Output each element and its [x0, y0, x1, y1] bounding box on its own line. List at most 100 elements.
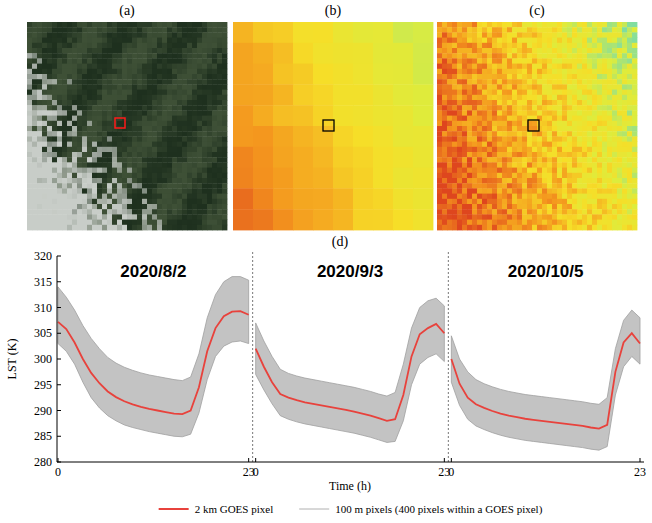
image-cell	[27, 162, 32, 168]
image-cell	[132, 110, 137, 116]
image-cell	[152, 157, 157, 163]
image-cell	[192, 95, 197, 101]
image-cell	[92, 58, 97, 64]
image-cell	[127, 69, 132, 75]
image-cell	[52, 38, 57, 44]
image-cell	[162, 136, 167, 142]
image-cell	[177, 84, 182, 90]
image-cell	[467, 131, 472, 137]
image-cell	[152, 22, 157, 28]
image-cell	[313, 22, 333, 43]
image-cell	[107, 204, 112, 210]
image-cell	[467, 194, 472, 200]
image-cell	[142, 162, 147, 168]
image-cell	[462, 220, 467, 226]
image-cell	[117, 188, 122, 194]
image-cell	[172, 27, 177, 33]
image-cell	[67, 136, 72, 142]
image-cell	[132, 90, 137, 96]
image-cell	[62, 43, 67, 49]
image-cell	[142, 204, 147, 210]
image-cell	[82, 69, 87, 75]
image-cell	[207, 142, 212, 148]
image-cell	[167, 147, 172, 153]
image-cell	[192, 173, 197, 179]
image-cell	[92, 38, 97, 44]
image-cell	[187, 105, 192, 111]
image-cell	[157, 178, 162, 184]
image-cell	[27, 142, 32, 148]
image-cell	[117, 53, 122, 59]
image-cell	[462, 43, 467, 49]
image-cell	[127, 53, 132, 59]
image-cell	[182, 43, 187, 49]
image-cell	[87, 188, 92, 194]
image-cell	[72, 204, 77, 210]
image-cell	[393, 126, 413, 147]
image-cell	[207, 204, 212, 210]
image-cell	[92, 194, 97, 200]
image-cell	[107, 22, 112, 28]
image-cell	[87, 74, 92, 80]
image-cell	[137, 225, 142, 231]
image-cell	[137, 32, 142, 38]
image-cell	[333, 22, 353, 43]
image-cell	[467, 22, 472, 28]
image-cell	[52, 131, 57, 137]
image-cell	[452, 121, 457, 127]
image-cell	[97, 58, 102, 64]
image-cell	[112, 131, 117, 137]
image-cell	[142, 69, 147, 75]
image-cell	[442, 69, 447, 75]
image-cell	[442, 131, 447, 137]
image-cell	[47, 225, 52, 231]
image-cell	[122, 136, 127, 142]
image-cell	[147, 214, 152, 220]
image-cell	[212, 53, 217, 59]
image-cell	[187, 126, 192, 132]
image-cell	[162, 152, 167, 158]
image-cell	[127, 105, 132, 111]
image-cell	[152, 209, 157, 215]
image-cell	[217, 142, 222, 148]
image-cell	[137, 183, 142, 189]
image-cell	[162, 48, 167, 54]
image-cell	[137, 43, 142, 49]
image-cell	[202, 225, 207, 231]
image-cell	[413, 168, 433, 189]
image-cell	[442, 142, 447, 148]
image-cell	[167, 64, 172, 70]
image-cell	[127, 43, 132, 49]
image-cell	[313, 209, 333, 230]
image-cell	[142, 79, 147, 85]
image-cell	[182, 53, 187, 59]
image-cell	[182, 48, 187, 54]
image-cell	[102, 157, 107, 163]
image-cell	[192, 110, 197, 116]
image-cell	[97, 204, 102, 210]
image-cell	[467, 204, 472, 210]
image-cell	[147, 225, 152, 231]
image-cell	[187, 100, 192, 106]
image-cell	[222, 105, 227, 111]
image-cell	[102, 126, 107, 132]
image-cell	[77, 84, 82, 90]
image-cell	[102, 121, 107, 127]
image-cell	[152, 95, 157, 101]
image-cell	[447, 110, 452, 116]
image-cell	[92, 53, 97, 59]
image-cell	[92, 90, 97, 96]
image-cell	[217, 209, 222, 215]
image-cell	[137, 64, 142, 70]
image-cell	[457, 95, 462, 101]
image-cell	[142, 225, 147, 231]
image-cell	[27, 43, 32, 49]
image-cell	[132, 48, 137, 54]
image-cell	[187, 220, 192, 226]
image-cell	[32, 204, 37, 210]
image-cell	[112, 79, 117, 85]
image-cell	[162, 79, 167, 85]
image-cell	[47, 204, 52, 210]
image-cell	[197, 183, 202, 189]
image-cell	[42, 64, 47, 70]
